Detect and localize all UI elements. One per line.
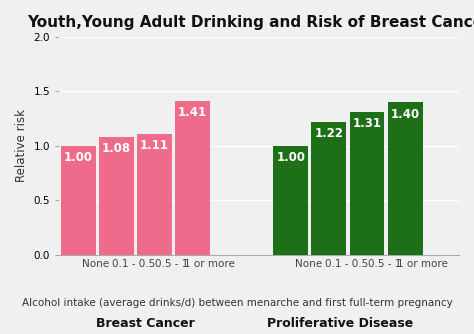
Bar [349,112,384,255]
Text: 1.11: 1.11 [140,139,169,152]
Bar [273,146,308,255]
Text: 1.31: 1.31 [353,117,382,130]
Text: Breast Cancer: Breast Cancer [96,317,195,330]
Bar [99,137,134,255]
Y-axis label: Relative risk: Relative risk [15,109,28,182]
Text: 1.41: 1.41 [178,107,207,120]
Bar [137,134,172,255]
Text: 1.08: 1.08 [102,143,131,155]
Bar [388,102,422,255]
Text: 1.00: 1.00 [276,151,305,164]
Text: Alcohol intake (average drinks/d) between menarche and first full-term pregnancy: Alcohol intake (average drinks/d) betwee… [22,298,452,308]
Title: Youth,Young Adult Drinking and Risk of Breast Cancer: Youth,Young Adult Drinking and Risk of B… [27,15,474,30]
Bar [311,122,346,255]
Text: 1.22: 1.22 [314,127,343,140]
Bar [175,101,210,255]
Text: 1.00: 1.00 [64,151,93,164]
Text: Proliferative Disease: Proliferative Disease [267,317,414,330]
Text: 1.40: 1.40 [391,108,419,121]
Bar [61,146,96,255]
